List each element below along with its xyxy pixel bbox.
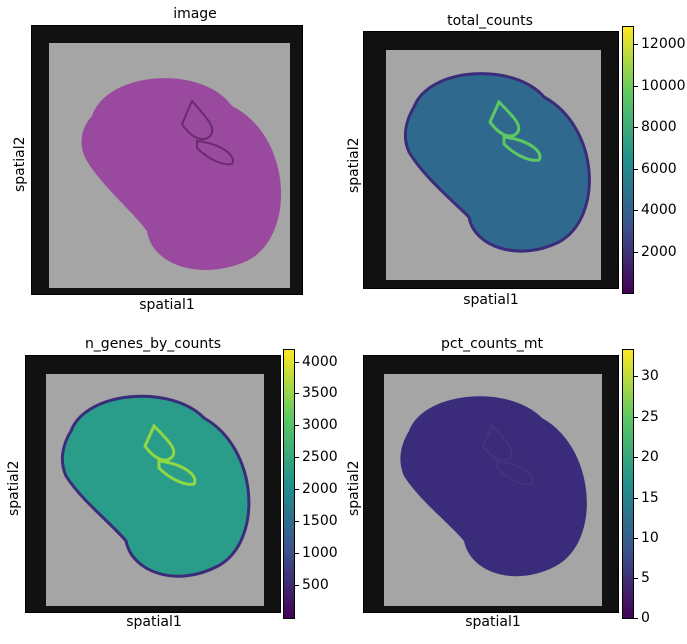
tissue-heatmap-svg	[386, 50, 601, 280]
x-axis-label: spatial1	[463, 292, 519, 308]
tissue-heatmap-svg	[384, 374, 602, 606]
colorbar	[622, 349, 634, 619]
colorbar-tick: 15	[641, 490, 659, 506]
tissue-shape	[81, 78, 282, 270]
panel-title: pct_counts_mt	[441, 336, 543, 352]
tissue-heatmap	[363, 31, 619, 289]
colorbar-tick: 3500	[302, 385, 338, 401]
colorbar-ticks: 12000 10000 8000 6000 4000 2000	[634, 26, 686, 294]
tissue-shape	[60, 394, 251, 578]
colorbar-ticks: 30 25 20 15 10 5 0	[634, 349, 684, 629]
panel-title: image	[173, 6, 217, 22]
colorbar-tick: 4000	[302, 354, 338, 370]
colorbar-tick: 30	[641, 368, 659, 384]
colorbar-tick: 20	[641, 449, 659, 465]
colorbar-tick: 5	[641, 570, 650, 586]
tissue-shape	[400, 396, 587, 577]
colorbar-tick: 1000	[302, 545, 338, 561]
panel-title: total_counts	[447, 13, 533, 29]
colorbar-tick: 2000	[302, 481, 338, 497]
colorbar-tick: 12000	[641, 36, 686, 52]
colorbar-tick: 1500	[302, 513, 338, 529]
tissue-heatmap-svg	[46, 374, 264, 606]
colorbar-ticks: 4000 3500 3000 2500 2000 1500 1000 500	[295, 349, 345, 619]
colorbar-tick: 10	[641, 530, 659, 546]
colorbar-tick: 2500	[302, 449, 338, 465]
colorbar	[283, 349, 295, 619]
x-axis-label: spatial1	[139, 297, 195, 313]
colorbar-tick: 0	[641, 610, 650, 626]
colorbar-tick: 2000	[641, 244, 677, 260]
colorbar-tick: 6000	[641, 161, 677, 177]
tissue-heatmap	[363, 355, 619, 613]
colorbar-tick: 3000	[302, 417, 338, 433]
y-axis-label: spatial2	[6, 460, 22, 516]
colorbar-tick: 4000	[641, 202, 677, 218]
panel-title: n_genes_by_counts	[84, 336, 222, 352]
x-axis-label: spatial1	[126, 614, 182, 630]
colorbar-tick: 25	[641, 409, 659, 425]
colorbar-tick: 10000	[641, 78, 686, 94]
colorbar-tick: 500	[302, 577, 329, 593]
tissue-shape	[403, 72, 591, 253]
colorbar-tick: 8000	[641, 119, 677, 135]
colorbar	[622, 26, 634, 294]
y-axis-label: spatial2	[346, 460, 362, 516]
tissue-image	[31, 25, 303, 295]
y-axis-label: spatial2	[346, 137, 362, 193]
tissue-heatmap	[25, 355, 281, 613]
tissue-image-svg	[49, 43, 290, 288]
x-axis-label: spatial1	[465, 614, 521, 630]
y-axis-label: spatial2	[12, 136, 28, 192]
